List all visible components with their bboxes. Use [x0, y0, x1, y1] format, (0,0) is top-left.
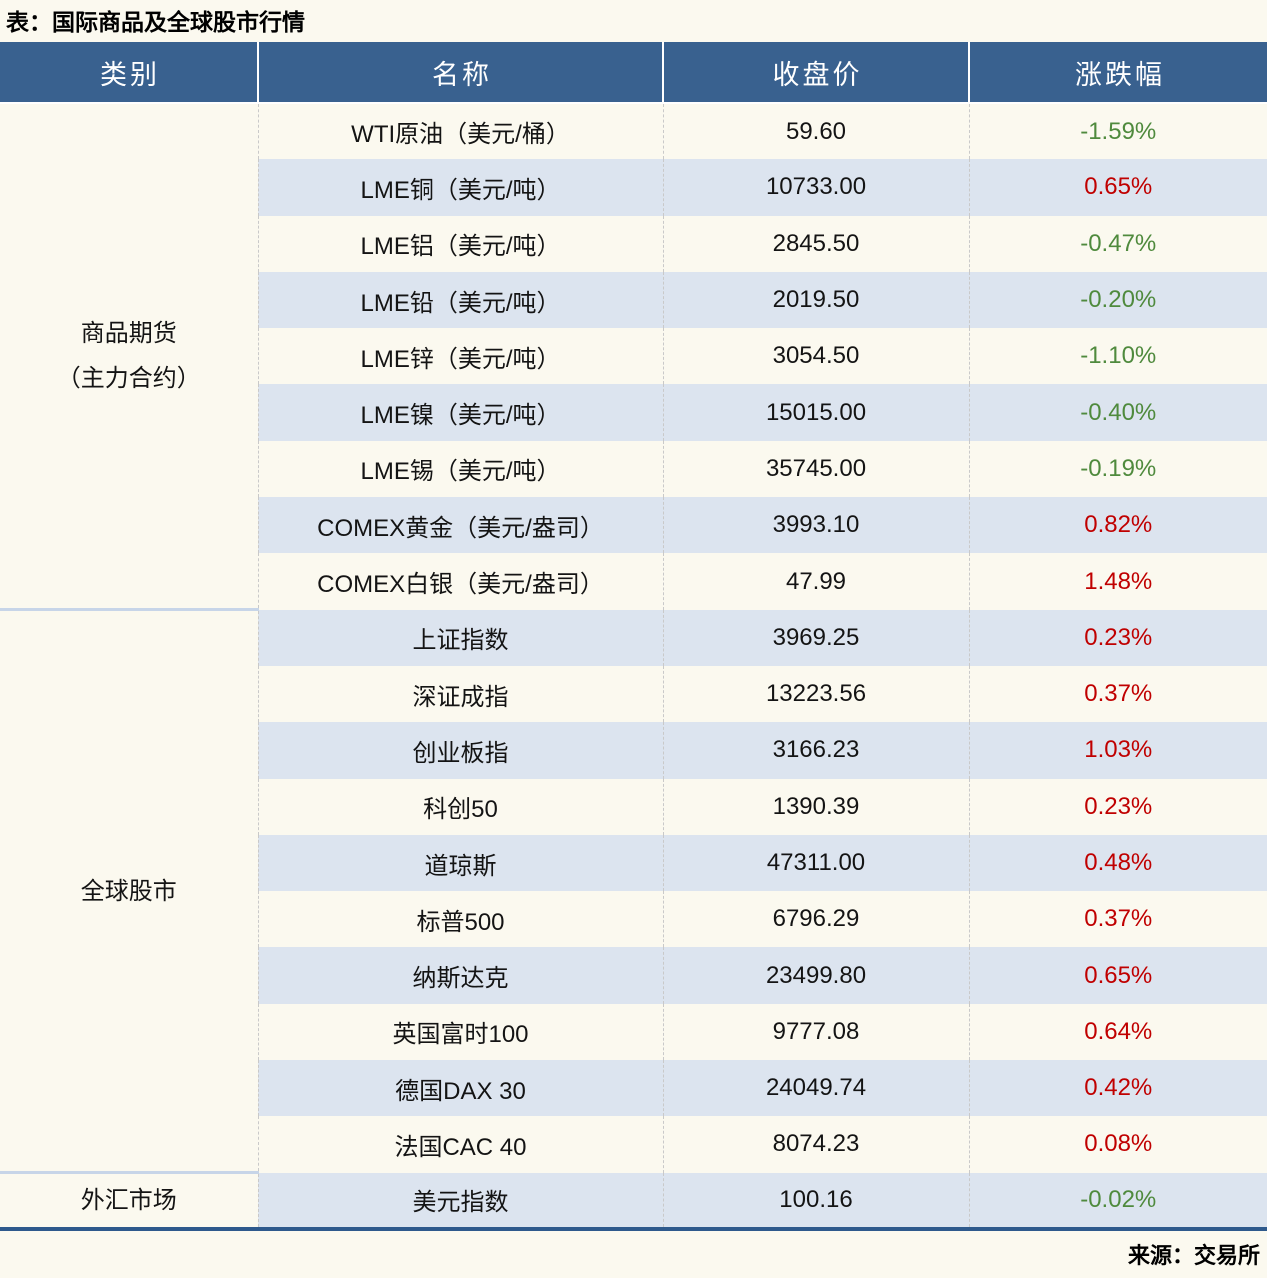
table-row: COMEX黄金（美元/盎司） 3993.10 0.82%: [0, 497, 1267, 554]
header-close-price: 收盘价: [662, 42, 969, 104]
name-cell: 上证指数: [257, 609, 663, 666]
name-cell: 科创50: [257, 778, 663, 835]
close-price-cell: 3054.50: [662, 328, 969, 385]
close-price-cell: 2019.50: [662, 271, 969, 329]
change-pct-cell: 0.23%: [968, 778, 1267, 835]
name-cell: LME铅（美元/吨）: [257, 271, 663, 329]
close-price-cell: 47.99: [662, 553, 969, 610]
name-cell: COMEX黄金（美元/盎司）: [257, 497, 663, 554]
close-price-cell: 8074.23: [662, 1116, 969, 1173]
close-price-cell: 13223.56: [662, 665, 969, 723]
name-cell: 道琼斯: [257, 834, 663, 892]
change-pct-cell: 1.48%: [968, 553, 1267, 610]
name-cell: 深证成指: [257, 665, 663, 723]
category-label: （主力合约）: [56, 365, 201, 393]
table-row: 德国DAX 30 24049.74 0.42%: [0, 1060, 1267, 1117]
table-row: LME铜（美元/吨） 10733.00 0.65%: [0, 159, 1267, 216]
close-price-cell: 100.16: [662, 1172, 969, 1229]
close-price-cell: 1390.39: [662, 778, 969, 835]
close-price-cell: 23499.80: [662, 947, 969, 1004]
name-cell: WTI原油（美元/桶）: [257, 103, 663, 160]
change-pct-cell: 0.37%: [968, 665, 1267, 723]
change-pct-cell: -1.59%: [968, 103, 1267, 160]
change-pct-cell: 0.48%: [968, 834, 1267, 892]
close-price-cell: 59.60: [662, 103, 969, 160]
close-price-cell: 2845.50: [662, 215, 969, 272]
change-pct-cell: -0.19%: [968, 440, 1267, 498]
name-cell: LME铜（美元/吨）: [257, 159, 663, 216]
table-row: 纳斯达克 23499.80 0.65%: [0, 947, 1267, 1004]
name-cell: COMEX白银（美元/盎司）: [257, 553, 663, 610]
table-row: LME铅（美元/吨） 2019.50 -0.20%: [0, 271, 1267, 329]
table-row: 深证成指 13223.56 0.37%: [0, 665, 1267, 723]
header-change-pct: 涨跌幅: [968, 42, 1267, 104]
category-label: 外汇市场: [80, 1187, 177, 1215]
name-cell: 英国富时100: [257, 1003, 663, 1061]
category-label: 商品期货: [80, 320, 177, 348]
table-row: LME镍（美元/吨） 15015.00 -0.40%: [0, 384, 1267, 441]
close-price-cell: 3969.25: [662, 609, 969, 666]
header-category: 类别: [0, 42, 258, 104]
change-pct-cell: -1.10%: [968, 328, 1267, 385]
table-row: LME铝（美元/吨） 2845.50 -0.47%: [0, 215, 1267, 272]
table-row: LME锡（美元/吨） 35745.00 -0.19%: [0, 440, 1267, 498]
market-table: 类别 名称 收盘价 涨跌幅 商品期货 （主力合约） WTI原油（美元/桶） 59.60…: [0, 42, 1267, 1231]
change-pct-cell: 0.23%: [968, 609, 1267, 666]
table-row: 全球股市 上证指数 3969.25 0.23%: [0, 609, 1267, 1175]
change-pct-cell: -0.47%: [968, 215, 1267, 272]
close-price-cell: 6796.29: [662, 891, 969, 948]
close-price-cell: 24049.74: [662, 1060, 969, 1117]
change-pct-cell: 0.65%: [968, 947, 1267, 1004]
close-price-cell: 3993.10: [662, 497, 969, 554]
name-cell: 德国DAX 30: [257, 1060, 663, 1117]
change-pct-cell: 0.82%: [968, 497, 1267, 554]
name-cell: 创业板指: [257, 722, 663, 779]
change-pct-cell: -0.02%: [968, 1172, 1267, 1229]
table-row: 商品期货 （主力合约） WTI原油（美元/桶） 59.60 -1.59%: [0, 103, 1267, 612]
table-row: 法国CAC 40 8074.23 0.08%: [0, 1116, 1267, 1173]
close-price-cell: 9777.08: [662, 1003, 969, 1061]
close-price-cell: 35745.00: [662, 440, 969, 498]
table-row: 创业板指 3166.23 1.03%: [0, 722, 1267, 779]
table-row: 英国富时100 9777.08 0.64%: [0, 1003, 1267, 1061]
change-pct-cell: 0.64%: [968, 1003, 1267, 1061]
name-cell: LME铝（美元/吨）: [257, 215, 663, 272]
source-note: 来源：交易所: [1127, 1242, 1260, 1268]
table-title: 表：国际商品及全球股市行情: [6, 9, 305, 35]
close-price-cell: 15015.00: [662, 384, 969, 441]
change-pct-cell: 0.08%: [968, 1116, 1267, 1173]
table-row: 标普500 6796.29 0.37%: [0, 891, 1267, 948]
name-cell: 法国CAC 40: [257, 1116, 663, 1173]
name-cell: 纳斯达克: [257, 947, 663, 1004]
header-name: 名称: [257, 42, 663, 104]
name-cell: LME锌（美元/吨）: [257, 328, 663, 385]
change-pct-cell: -0.20%: [968, 271, 1267, 329]
category-label: 全球股市: [80, 877, 177, 905]
category-cell: 全球股市: [0, 609, 258, 1175]
table-row: LME锌（美元/吨） 3054.50 -1.10%: [0, 328, 1267, 385]
close-price-cell: 3166.23: [662, 722, 969, 779]
change-pct-cell: 0.42%: [968, 1060, 1267, 1117]
table-row: 道琼斯 47311.00 0.48%: [0, 834, 1267, 892]
category-cell: 外汇市场: [0, 1173, 258, 1229]
name-cell: LME锡（美元/吨）: [257, 440, 663, 498]
name-cell: 美元指数: [257, 1172, 663, 1229]
close-price-cell: 10733.00: [662, 159, 969, 216]
header-row: 类别 名称 收盘价 涨跌幅: [0, 42, 1267, 104]
change-pct-cell: -0.40%: [968, 384, 1267, 441]
name-cell: 标普500: [257, 891, 663, 948]
change-pct-cell: 1.03%: [968, 722, 1267, 779]
change-pct-cell: 0.37%: [968, 891, 1267, 948]
table-row: 外汇市场 美元指数 100.16 -0.02%: [0, 1172, 1267, 1229]
close-price-cell: 47311.00: [662, 834, 969, 892]
name-cell: LME镍（美元/吨）: [257, 384, 663, 441]
table-row: 科创50 1390.39 0.23%: [0, 778, 1267, 835]
category-cell: 商品期货 （主力合约）: [0, 103, 258, 612]
table-row: COMEX白银（美元/盎司） 47.99 1.48%: [0, 553, 1267, 610]
change-pct-cell: 0.65%: [968, 159, 1267, 216]
